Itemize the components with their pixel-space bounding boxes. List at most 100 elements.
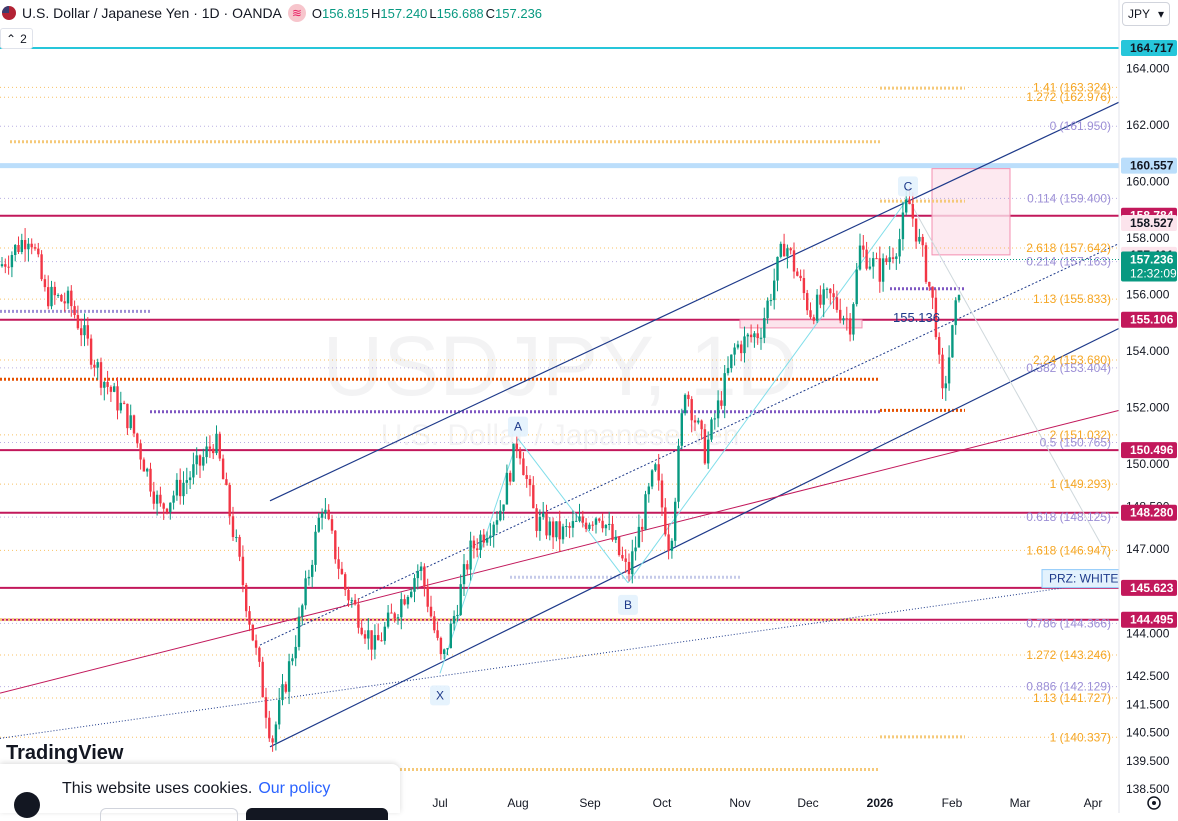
candle — [891, 247, 895, 264]
candle — [928, 281, 931, 291]
candle — [555, 521, 558, 542]
candle — [957, 294, 961, 303]
candle — [192, 452, 195, 485]
candle — [548, 517, 551, 541]
candle — [888, 246, 891, 270]
y-tick-label: 141.500 — [1126, 697, 1170, 711]
candle — [660, 473, 664, 517]
cookie-accept-button[interactable] — [246, 808, 388, 820]
candle — [274, 721, 278, 751]
candle — [713, 413, 716, 430]
candle — [27, 238, 30, 262]
cookie-banner: This website uses cookies. Our policy — [0, 764, 400, 821]
candle — [482, 528, 485, 548]
candle — [796, 267, 799, 277]
zone-box — [739, 319, 863, 329]
candle — [763, 307, 766, 344]
cookie-policy-link[interactable]: Our policy — [258, 780, 331, 797]
x-tick-label: Sep — [579, 796, 601, 810]
candle — [627, 553, 631, 582]
currency-select[interactable]: JPY ▾ — [1122, 2, 1170, 26]
candle — [380, 632, 383, 642]
fib-label: 2 (151.032) — [1050, 428, 1111, 442]
candle — [337, 546, 340, 580]
candle — [703, 423, 707, 465]
candle — [842, 315, 845, 325]
candle — [268, 710, 271, 742]
candle — [835, 290, 839, 313]
candle — [581, 510, 584, 528]
candle — [208, 435, 212, 458]
fib-label: 0.886 (142.129) — [1026, 680, 1111, 694]
candle — [37, 242, 40, 258]
candle — [872, 251, 875, 279]
candle — [545, 504, 548, 540]
svg-text:PRZ: WHITE S: PRZ: WHITE S — [1049, 572, 1130, 586]
annotation-price: 155.136 — [893, 310, 940, 325]
candle — [60, 293, 63, 302]
candle — [693, 415, 697, 431]
candle — [878, 246, 881, 293]
candle — [710, 417, 713, 442]
candle — [782, 233, 786, 257]
candle — [469, 531, 472, 581]
candle — [17, 236, 20, 255]
candle — [307, 569, 311, 586]
candle — [254, 634, 258, 655]
candle — [284, 681, 287, 694]
candle — [23, 228, 27, 262]
candle — [221, 454, 225, 480]
candle — [33, 243, 37, 251]
candle — [707, 431, 710, 469]
svg-text:C: C — [904, 179, 913, 193]
candle — [502, 504, 505, 521]
candle — [245, 582, 248, 618]
x-tick-label: Feb — [942, 796, 963, 810]
candle — [489, 523, 492, 546]
candle — [433, 611, 436, 634]
market-status-icon[interactable]: ≋ — [287, 4, 306, 22]
candle — [485, 531, 489, 546]
candle — [291, 653, 294, 666]
candle — [175, 473, 179, 501]
candle — [126, 403, 129, 435]
price-tag: 158.527 — [1121, 215, 1177, 232]
symbol-title[interactable]: U.S. Dollar / Japanese Yen · 1D · OANDA — [22, 5, 282, 21]
candle — [314, 525, 317, 572]
gear-icon[interactable] — [1147, 796, 1161, 810]
candle — [136, 432, 139, 448]
indicators-toggle[interactable]: ⌃ 2 — [0, 28, 33, 49]
candle — [152, 481, 155, 510]
cookie-manage-button[interactable] — [100, 808, 238, 821]
candle — [241, 545, 245, 593]
candle — [865, 241, 868, 271]
tradingview-logo: TradingView — [6, 742, 124, 764]
candle — [614, 530, 617, 544]
candle — [855, 262, 858, 307]
candle — [311, 559, 314, 588]
candle — [617, 535, 621, 557]
candle — [858, 233, 862, 271]
fib-label: 1 (149.293) — [1050, 477, 1111, 491]
candle — [195, 447, 198, 475]
candle — [499, 500, 502, 522]
chevron-down-icon: ▾ — [1157, 7, 1164, 21]
candle — [674, 497, 677, 547]
candle — [281, 674, 284, 706]
candle — [301, 603, 304, 626]
candle — [575, 513, 578, 522]
candle — [103, 380, 106, 401]
candle — [297, 607, 301, 651]
x-tick-label: Apr — [1084, 796, 1103, 810]
candle — [700, 419, 703, 440]
candle — [426, 578, 429, 613]
candle — [809, 302, 812, 320]
candle — [149, 462, 152, 497]
candle — [898, 228, 901, 264]
candle — [799, 269, 802, 282]
candle — [720, 391, 723, 410]
candle — [320, 508, 324, 530]
candle — [169, 502, 172, 520]
candle — [73, 300, 76, 319]
